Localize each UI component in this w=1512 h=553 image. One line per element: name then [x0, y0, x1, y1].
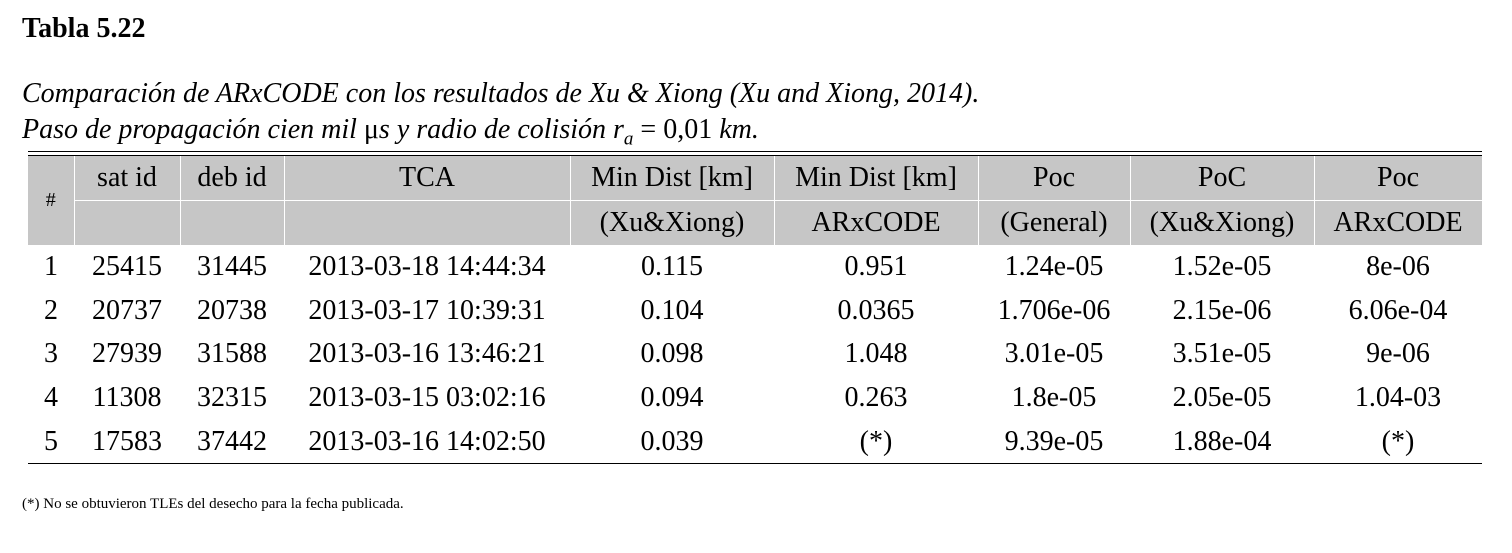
table-cell: 31445: [197, 250, 267, 282]
caption-line-2-unit: km.: [719, 114, 759, 145]
table-bottom-rule: [28, 463, 1482, 464]
table-top-rule: [28, 151, 1482, 152]
table-cell: 3.01e-05: [1004, 338, 1104, 370]
table-cell: 2013-03-16 13:46:21: [308, 338, 546, 370]
header-cell: [284, 200, 571, 245]
table-cell: 1.52e-05: [1172, 250, 1272, 282]
table-cell: 6.06e-04: [1348, 294, 1448, 326]
header-cell: TCA: [284, 156, 571, 201]
table-row: 3 27939 31588 2013-03-16 13:46:21 0.098 …: [28, 333, 1482, 377]
header-number: #: [28, 156, 75, 245]
table-cell: 32315: [197, 382, 267, 414]
table-cell: 20737: [92, 294, 162, 326]
header-cell: sat id: [74, 156, 181, 201]
caption-line-2-mid: s y radio de colisión: [378, 114, 614, 145]
table-row: 4 11308 32315 2013-03-15 03:02:16 0.094 …: [28, 376, 1482, 420]
caption-line-2: Paso de propagación cien mil μs y radio …: [22, 113, 759, 150]
table-cell: 1.048: [844, 338, 908, 370]
table-cell: 0.263: [844, 382, 908, 414]
table-cell: 9.39e-05: [1004, 426, 1104, 458]
header-cell: Poc: [1314, 156, 1483, 201]
table-cell: 25415: [92, 250, 162, 282]
caption-line-1: Comparación de ARxCODE con los resultado…: [22, 78, 980, 109]
table-cell: 0.094: [640, 382, 704, 414]
table-cell: 2.15e-06: [1172, 294, 1272, 326]
header-cell: (General): [978, 200, 1131, 245]
table-cell: 8e-06: [1366, 250, 1430, 282]
table-footnote: (*) No se obtuvieron TLEs del desecho pa…: [22, 496, 404, 512]
table-cell: 11308: [92, 382, 162, 414]
table-row: 1 25415 31445 2013-03-18 14:44:34 0.115 …: [28, 245, 1482, 289]
table-row: 2 20737 20738 2013-03-17 10:39:31 0.104 …: [28, 289, 1482, 333]
header-cell: Min Dist [km]: [570, 156, 775, 201]
table-cell: 0.951: [844, 250, 908, 282]
header-cell: (Xu&Xiong): [570, 200, 775, 245]
table-cell: 2.05e-05: [1172, 382, 1272, 414]
header-row-2: (Xu&Xiong) ARxCODE (General) (Xu&Xiong) …: [28, 200, 1483, 245]
table-cell: (*): [859, 426, 893, 458]
caption-r-symbol: r: [613, 114, 624, 145]
table-cell: 1.24e-05: [1004, 250, 1104, 282]
table-cell: 2013-03-17 10:39:31: [308, 294, 546, 326]
table-cell: 1.706e-06: [997, 294, 1111, 326]
header-row-1: # sat id deb id TCA Min Dist [km] Min Di…: [28, 156, 1483, 245]
header-cell: deb id: [180, 156, 285, 201]
table-row: 5 17583 37442 2013-03-16 14:02:50 0.039 …: [28, 420, 1482, 464]
table-label: Tabla 5.22: [22, 13, 146, 44]
caption-mu-symbol: μ: [363, 114, 379, 145]
table-cell: 0.098: [640, 338, 704, 370]
table-cell: 3: [44, 338, 58, 370]
table-cell: 5: [44, 426, 58, 458]
header-cell: PoC: [1130, 156, 1315, 201]
table-cell: 37442: [197, 426, 267, 458]
header-cell: (Xu&Xiong): [1130, 200, 1315, 245]
table-cell: 1.04-03: [1354, 382, 1442, 414]
table-cell: 2013-03-18 14:44:34: [308, 250, 546, 282]
table-cell: 1.88e-04: [1172, 426, 1272, 458]
header-cell: [180, 200, 285, 245]
table-cell: 2: [44, 294, 58, 326]
table-cell: 0.0365: [837, 294, 915, 326]
table-cell: 1: [44, 250, 58, 282]
table-cell: 31588: [197, 338, 267, 370]
table-cell: 1.8e-05: [1011, 382, 1097, 414]
table-cell: 2013-03-15 03:02:16: [308, 382, 546, 414]
table-cell: 0.039: [640, 426, 704, 458]
table-cell: 27939: [92, 338, 162, 370]
header-cell: [74, 200, 181, 245]
table-cell: 4: [44, 382, 58, 414]
table-cell: 17583: [92, 426, 162, 458]
caption-line-2-prefix: Paso de propagación cien mil: [22, 114, 364, 145]
table-body: 1 25415 31445 2013-03-18 14:44:34 0.115 …: [28, 245, 1482, 464]
caption-line-2-equation: = 0,01: [633, 114, 720, 145]
table-cell: 3.51e-05: [1172, 338, 1272, 370]
caption-r-subscript: a: [623, 128, 634, 150]
header-cell: ARxCODE: [1314, 200, 1483, 245]
header-cell: Poc: [978, 156, 1131, 201]
table-header: # sat id deb id TCA Min Dist [km] Min Di…: [28, 156, 1483, 245]
table-top-rule-inner: [28, 155, 1482, 156]
header-cell: Min Dist [km]: [774, 156, 979, 201]
comparison-table: # sat id deb id TCA Min Dist [km] Min Di…: [28, 156, 1483, 464]
table-cell: 2013-03-16 14:02:50: [308, 426, 546, 458]
table-cell: 20738: [197, 294, 267, 326]
header-cell: ARxCODE: [774, 200, 979, 245]
table-cell: 0.115: [641, 250, 703, 282]
table-cell: 9e-06: [1366, 338, 1430, 370]
table-cell: 0.104: [640, 294, 704, 326]
table-cell: (*): [1381, 426, 1415, 458]
